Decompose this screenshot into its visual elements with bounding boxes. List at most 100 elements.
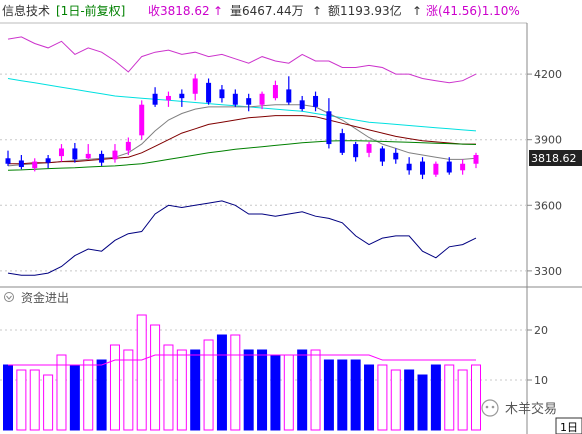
candle-body xyxy=(259,93,265,105)
candle xyxy=(420,157,426,180)
candle-body xyxy=(286,89,292,103)
flow-bar xyxy=(96,359,107,431)
candle-body xyxy=(379,148,385,162)
candle-body xyxy=(326,111,332,145)
candle-body xyxy=(272,85,278,99)
flow-bar xyxy=(190,349,201,431)
candle-body xyxy=(125,141,131,151)
price-tick-label: 3600 xyxy=(534,199,562,212)
flow-bar xyxy=(163,344,174,431)
candle-body xyxy=(32,161,38,169)
flow-bar xyxy=(109,344,120,431)
candle-body xyxy=(299,100,305,110)
candle xyxy=(433,161,439,177)
candle xyxy=(192,74,198,101)
flow-bar xyxy=(3,364,13,431)
candle-body xyxy=(58,148,64,157)
flow-bar xyxy=(430,364,441,431)
flow-bar xyxy=(257,349,268,431)
period-badge-text: 1日 xyxy=(560,421,578,434)
up-arrow-icon: ↑ xyxy=(412,4,422,18)
candle xyxy=(460,159,466,175)
candle xyxy=(219,85,225,103)
candle xyxy=(152,87,158,107)
flow-bar xyxy=(216,334,227,431)
series-line-ma_mid xyxy=(8,115,476,165)
candle-body xyxy=(192,78,198,94)
candle-body xyxy=(85,153,91,159)
candle xyxy=(246,93,252,112)
candle-body xyxy=(460,163,466,171)
candle-body xyxy=(152,93,158,105)
candle-body xyxy=(433,163,439,175)
index-name: 信息技术 xyxy=(2,3,50,18)
period-badge[interactable]: 1日 xyxy=(555,417,582,434)
candle xyxy=(339,128,345,155)
circle-down-icon[interactable] xyxy=(4,292,14,302)
candle xyxy=(366,141,372,158)
flow-bar xyxy=(283,354,294,431)
candle xyxy=(45,155,51,169)
candle-body xyxy=(45,158,51,163)
price-tick-label: 3300 xyxy=(534,265,562,278)
flow-bar xyxy=(243,349,254,431)
candle xyxy=(58,144,64,162)
candle-body xyxy=(406,163,412,171)
candle-body xyxy=(393,152,399,160)
candle-body xyxy=(219,89,225,99)
price-axis: 4200 3900 3600 3300 xyxy=(527,68,562,278)
flow-bar xyxy=(417,374,428,431)
candle-body xyxy=(112,150,118,160)
candle-body xyxy=(99,153,105,163)
flow-bar xyxy=(390,369,401,431)
flow-bar xyxy=(69,364,80,431)
candle xyxy=(313,91,319,112)
candle xyxy=(259,91,265,110)
series-line-lower xyxy=(7,200,477,276)
candle-body xyxy=(420,161,426,175)
candle xyxy=(353,141,359,162)
candle xyxy=(112,144,118,163)
flow-bar xyxy=(123,349,134,431)
price-tag-value: 3818.62 xyxy=(531,152,577,165)
flow-bars xyxy=(3,314,481,431)
amount-label: 额1193.93亿 xyxy=(328,3,402,18)
flow-bar xyxy=(350,359,361,431)
flow-bar xyxy=(377,364,388,431)
candle xyxy=(446,157,452,175)
flow-bar xyxy=(364,364,375,431)
flow-panel-header: 资金进出 xyxy=(4,290,69,305)
flow-tick-label: 10 xyxy=(534,374,548,387)
flow-bar xyxy=(471,364,481,431)
candle xyxy=(179,89,185,107)
candle xyxy=(326,98,332,149)
candles xyxy=(5,74,479,180)
candle xyxy=(299,95,305,112)
flow-bar xyxy=(444,364,455,431)
candle-body xyxy=(165,95,171,101)
flow-average-line xyxy=(8,354,476,366)
flow-bar xyxy=(310,349,321,431)
candle-body xyxy=(473,155,479,164)
candle xyxy=(99,150,105,166)
flow-bar xyxy=(270,354,281,431)
up-arrow-icon: ↑ xyxy=(213,4,223,18)
candle xyxy=(72,142,78,163)
flow-bar xyxy=(136,314,147,431)
candle-body xyxy=(366,144,372,153)
flow-line xyxy=(8,354,476,366)
period-label[interactable]: [1日-前复权] xyxy=(56,3,125,18)
up-arrow-icon: ↑ xyxy=(312,4,322,18)
watermark-text: 木羊交易 xyxy=(505,401,557,417)
candle-body xyxy=(18,160,24,168)
candle-body xyxy=(246,98,252,105)
candle xyxy=(379,146,385,166)
candle xyxy=(232,89,238,107)
flow-bar xyxy=(43,374,54,431)
flow-bar xyxy=(56,354,67,431)
close-label: 收3818.62 xyxy=(148,4,210,18)
flow-bar xyxy=(29,369,40,431)
series-line-cyan xyxy=(7,78,477,132)
candle xyxy=(206,78,212,105)
